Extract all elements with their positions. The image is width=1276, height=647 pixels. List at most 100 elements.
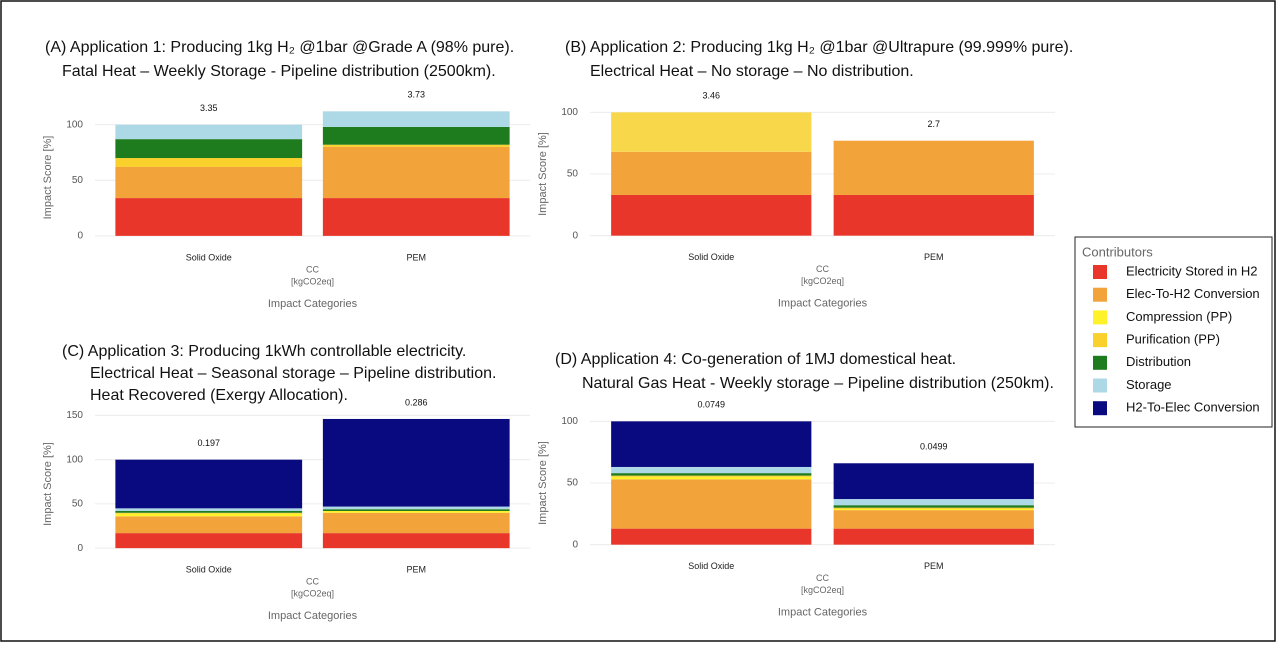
bar-segment <box>611 528 812 545</box>
bar-segment <box>115 512 303 514</box>
x-axis-label: CC <box>816 264 829 274</box>
y-tick-label: 50 <box>72 499 84 510</box>
bar-segment <box>322 512 510 534</box>
chart-title: (A) Application 1: Producing 1kg H₂ @1ba… <box>45 39 514 56</box>
y-tick-label: 150 <box>66 410 83 421</box>
total-label: 2.7 <box>927 119 940 129</box>
bar-segment <box>611 479 812 529</box>
x-axis-label: CC <box>816 573 829 583</box>
chart-title: (C) Application 3: Producing 1kWh contro… <box>62 343 466 360</box>
bar-segment <box>611 475 812 477</box>
bar-segment <box>611 421 812 467</box>
y-tick-label: 0 <box>572 230 578 241</box>
x-axis-label: Impact Categories <box>268 610 358 622</box>
y-axis-label: Impact Score [%] <box>42 136 54 220</box>
total-label: 3.73 <box>407 90 425 100</box>
legend-swatch <box>1093 310 1107 325</box>
y-axis-label: Impact Score [%] <box>537 132 549 216</box>
y-tick-label: 50 <box>567 169 579 180</box>
x-axis-label: Impact Categories <box>268 298 358 310</box>
bar-segment <box>115 139 303 159</box>
bar-segment <box>833 499 1034 506</box>
legend-label: Distribution <box>1126 354 1191 369</box>
x-axis-label: [kgCO2eq] <box>801 276 844 286</box>
bar-segment <box>115 124 303 140</box>
bar-segment <box>833 463 1034 500</box>
y-tick-label: 0 <box>572 539 578 550</box>
bar-segment <box>115 166 303 199</box>
bar-segment <box>115 158 303 167</box>
x-tick-label: PEM <box>406 252 426 262</box>
bar-segment <box>115 513 303 517</box>
y-tick-label: 100 <box>561 416 578 427</box>
bar-segment <box>611 112 812 152</box>
bar-segment <box>833 508 1034 511</box>
legend-box <box>1074 236 1273 428</box>
bar-segment <box>611 473 812 476</box>
legend-swatch <box>1093 265 1107 279</box>
x-axis-label: Impact Categories <box>778 298 868 310</box>
bar-segment <box>322 533 510 549</box>
legend-swatch <box>1093 378 1107 393</box>
legend-label: H2-To-Elec Conversion <box>1126 400 1260 415</box>
x-tick-label: Solid Oxide <box>186 252 232 262</box>
bar-segment <box>322 126 510 145</box>
bar-segment <box>611 151 812 195</box>
bar-segment <box>833 505 1034 508</box>
bar-segment <box>115 198 303 236</box>
bar-segment <box>833 140 1034 195</box>
total-label: 3.35 <box>200 103 218 113</box>
y-tick-label: 50 <box>567 478 579 489</box>
y-axis-label: Impact Score [%] <box>537 441 549 525</box>
legend-label: Compression (PP) <box>1126 309 1232 324</box>
bar-segment <box>322 418 510 507</box>
bar-segment <box>115 459 303 509</box>
legend-label: Electricity Stored in H2 <box>1126 263 1258 278</box>
legend-label: Storage <box>1126 377 1172 392</box>
legend-label: Purification (PP) <box>1126 332 1220 347</box>
bar-segment <box>322 198 510 236</box>
y-tick-label: 100 <box>561 107 578 118</box>
x-tick-label: Solid Oxide <box>186 565 232 575</box>
bar-segment <box>115 508 303 511</box>
chart-title: Heat Recovered (Exergy Allocation). <box>90 387 348 404</box>
x-tick-label: PEM <box>924 561 944 571</box>
total-label: 0.197 <box>197 438 220 448</box>
chart-title: Natural Gas Heat - Weekly storage – Pipe… <box>582 375 1054 392</box>
y-tick-label: 100 <box>66 119 83 130</box>
legend-swatch <box>1093 355 1107 370</box>
bar-segment <box>115 533 303 549</box>
chart-title: (D) Application 4: Co-generation of 1MJ … <box>555 351 956 368</box>
y-tick-label: 0 <box>77 231 83 242</box>
x-axis-label: Impact Categories <box>778 607 868 619</box>
chart-title: Fatal Heat – Weekly Storage - Pipeline d… <box>62 63 496 80</box>
y-tick-label: 50 <box>72 175 84 186</box>
x-tick-label: PEM <box>406 565 426 575</box>
legend-swatch <box>1093 333 1107 348</box>
bar-segment <box>115 516 303 534</box>
y-axis-label: Impact Score [%] <box>42 442 54 526</box>
x-tick-label: PEM <box>924 252 944 262</box>
x-axis-label: [kgCO2eq] <box>801 585 844 595</box>
bar-segment <box>833 510 1034 529</box>
x-tick-label: Solid Oxide <box>688 252 734 262</box>
bar-segment <box>833 528 1034 545</box>
y-tick-label: 100 <box>66 454 83 465</box>
bar-segment <box>322 146 510 199</box>
chart-title: (B) Application 2: Producing 1kg H₂ @1ba… <box>565 39 1073 56</box>
y-tick-label: 0 <box>77 543 83 554</box>
bar-segment <box>833 194 1034 236</box>
x-axis-label: CC <box>306 264 319 274</box>
bar-segment <box>115 510 303 513</box>
bar-segment <box>611 466 812 474</box>
x-axis-label: CC <box>306 577 319 587</box>
x-axis-label: [kgCO2eq] <box>291 276 334 286</box>
total-label: 3.46 <box>702 91 720 101</box>
legend-swatch <box>1093 287 1107 302</box>
x-axis-label: [kgCO2eq] <box>291 589 334 599</box>
bar-segment <box>611 194 812 236</box>
chart-title: Electrical Heat – No storage – No distri… <box>590 63 914 80</box>
bar-segment <box>322 111 510 127</box>
bar-segment <box>611 476 812 480</box>
